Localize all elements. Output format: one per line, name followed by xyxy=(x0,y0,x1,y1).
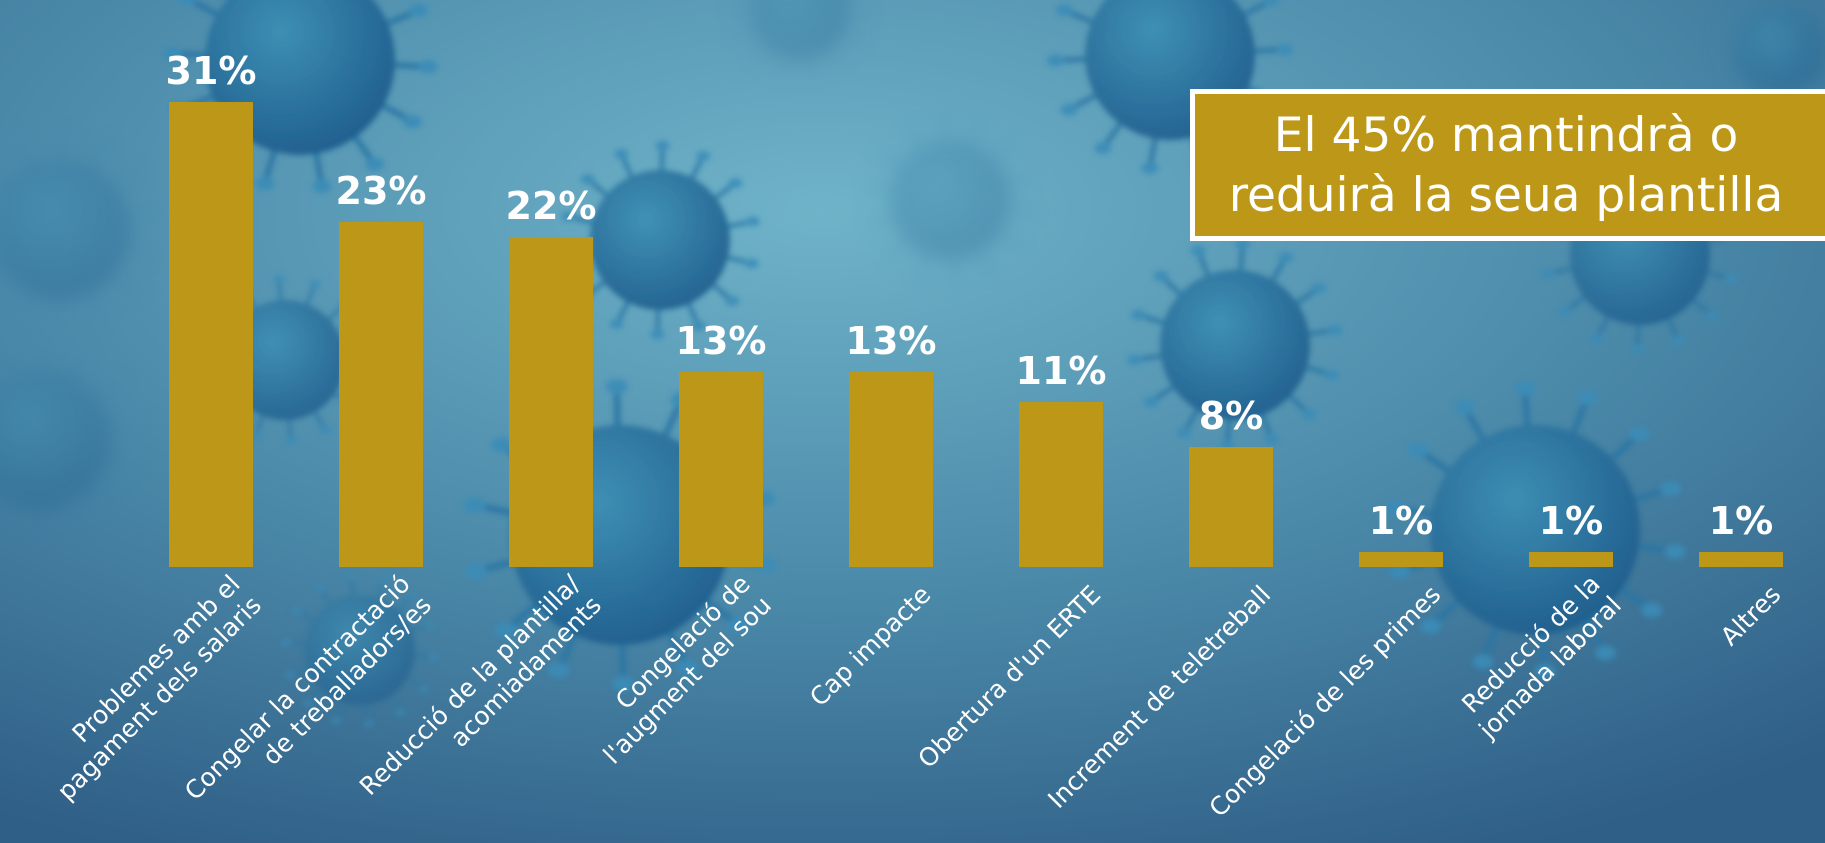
bar-3 xyxy=(509,237,593,567)
value-label-2: 23% xyxy=(336,169,427,213)
value-label-6: 11% xyxy=(1016,349,1107,393)
callout-box: El 45% mantindrà o reduirà la seua plant… xyxy=(1190,89,1825,241)
value-label-4: 13% xyxy=(676,319,767,363)
category-label-10: Altres xyxy=(1715,580,1786,651)
bar-2 xyxy=(339,222,423,567)
bar-5 xyxy=(849,372,933,567)
category-label-line: Obertura d'un ERTE xyxy=(912,580,1106,774)
value-label-9: 1% xyxy=(1539,499,1604,543)
value-label-1: 31% xyxy=(166,49,257,93)
bar-10 xyxy=(1699,552,1783,567)
category-label-6: Obertura d'un ERTE xyxy=(912,580,1106,774)
category-label-5: Cap impacte xyxy=(804,580,936,712)
bar-4 xyxy=(679,372,763,567)
category-labels-group: Problemes amb elpagament dels salarisCon… xyxy=(51,569,1786,823)
bar-7 xyxy=(1189,447,1273,567)
bar-6 xyxy=(1019,402,1103,567)
category-label-4: Congelació del'augment del sou xyxy=(576,569,776,769)
value-label-10: 1% xyxy=(1709,499,1774,543)
value-label-3: 22% xyxy=(506,184,597,228)
bars-group xyxy=(169,102,1783,567)
value-label-8: 1% xyxy=(1369,499,1434,543)
value-labels-group: 31% 23% 22% 13% 13% 11% 8% 1% 1% 1% xyxy=(166,49,1774,543)
category-label-9: Reducció de lajornada laboral xyxy=(1451,569,1627,745)
bar-9 xyxy=(1529,552,1613,567)
category-label-line: Altres xyxy=(1715,580,1786,651)
value-label-7: 8% xyxy=(1199,394,1264,438)
category-label-line: Cap impacte xyxy=(804,580,936,712)
bar-1 xyxy=(169,102,253,567)
category-label-line: pagament dels salaris xyxy=(51,590,266,805)
value-label-5: 13% xyxy=(846,319,937,363)
bar-8 xyxy=(1359,552,1443,567)
